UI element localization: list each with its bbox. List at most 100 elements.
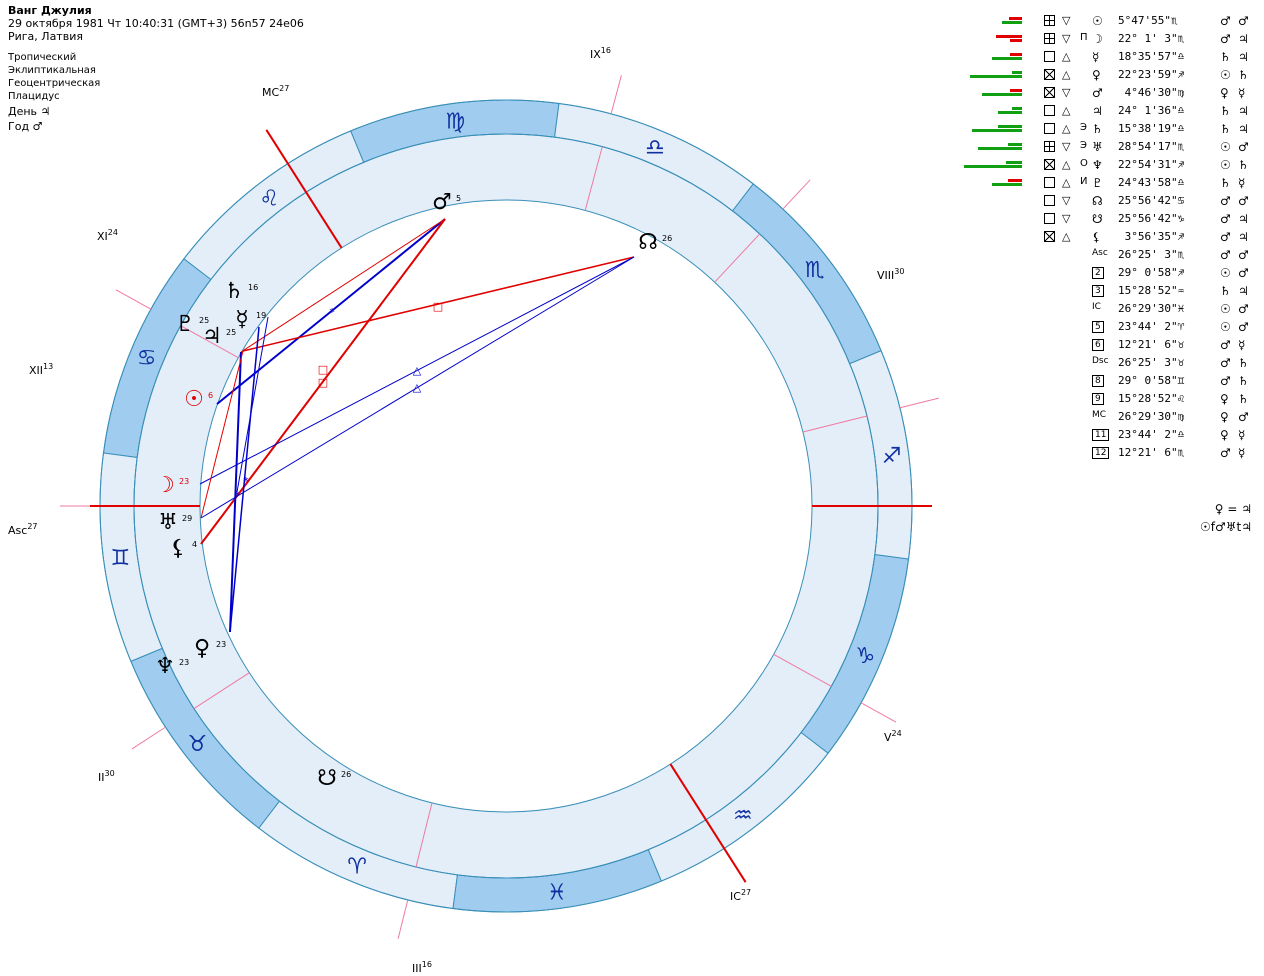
planet-glyph: ☊ [638,230,658,255]
strength-bar [1010,89,1022,92]
planet-row: ▽ ☉ 5°47'55"♏ ♂ ♂ [968,12,1258,30]
strength-bars [962,14,1022,28]
setting-center: Геоцентрическая [8,78,101,89]
ruler-2: ☿ [1238,86,1246,100]
cusp-row: 8 29° 0'58"♊ ♂ ♄ [968,372,1258,390]
element-triangle-icon: △ [1062,230,1071,243]
aspect-glyph: * [243,475,249,488]
sign-glyph: ♈ [347,854,367,879]
planet-degree: 25 [199,316,209,325]
dignity-mark: П [1080,32,1088,43]
element-triangle-icon: △ [1062,50,1071,63]
ruler-2: ♃ [1238,230,1249,244]
cusp-label: II30 [98,769,115,784]
strength-bar [978,147,1022,150]
aspect-glyph: □ [318,363,328,376]
cusp-degree: 13 [43,362,53,371]
element-triangle-icon: ▽ [1062,32,1071,45]
chart-info: Ванг Джулия 29 октября 1981 Чт 10:40:31 … [8,4,304,133]
dignity-mark: И [1080,176,1088,187]
planet-glyphs: ♂ 5☊ 26♄ 16♇ 25♃ 25☿ 19☉ 6☽ 23♅ 29⚸ 4♀ 23♆ 23☋ 26 [155,190,672,791]
ruler-1: ♄ [1220,284,1231,298]
planet-position: 22° 1' 3"♏ [1118,32,1185,45]
ruler-2: ♃ [1238,32,1249,46]
planet-position: 28°54'17"♏ [1118,140,1185,153]
strength-bar [1012,107,1022,110]
planet-row: △ ♀ 22°23'59"♐ ☉ ♄ [968,66,1258,84]
strength-bars [962,122,1022,136]
planet-degree: 23 [179,477,189,486]
cusp-name: 3 [1092,285,1104,297]
cusp-row: 3 15°28'52"♒ ♄ ♃ [968,282,1258,300]
house-line [415,802,433,868]
dignity-mark: О [1080,158,1088,169]
cusp-label: III16 [412,960,432,975]
sign-glyph: ♍ [445,109,465,134]
quadrant-box-icon [1044,123,1055,134]
sign-glyph: ♏ [805,258,825,283]
planet-glyph: ♇ [175,312,195,337]
strength-bars [962,140,1022,154]
dignity-mark: Э [1080,122,1087,133]
cusp-row: 9 15°28'52"♌ ♀ ♄ [968,390,1258,408]
positions-table: ▽ ☉ 5°47'55"♏ ♂ ♂ ▽ П ☽ 22° 1' 3"♏ ♂ ♃ △ ☿ 18°35'57"♎… [964,12,1258,462]
cusp-label: IC27 [730,888,751,903]
ruler-2: ♂ [1238,194,1249,208]
ruler-2: ♂ [1238,140,1249,154]
ruler-1: ♄ [1220,104,1231,118]
planet-position: 25°56'42"♋ [1118,194,1185,207]
chart-axes [90,129,932,883]
ruler-1: ☉ [1220,68,1231,82]
dignity-mark: Э [1080,140,1087,151]
sign-glyphs: ♍ ♌ ♋ ♊ ♉ ♈ ♓ ♒ ♑ ♐ ♏ ♎ [110,109,901,905]
strength-bar [1002,21,1022,24]
aspect-line [229,351,242,633]
ruler-1: ☉ [1220,158,1231,172]
cusp-row: 6 12°21' 6"♉ ♂ ☿ [968,336,1258,354]
cusp-row: 12 12°21' 6"♏ ♂ ☿ [968,444,1258,462]
note-reception: ☉f♂♅t♃ [1200,520,1252,534]
ruler-2: ♂ [1238,248,1249,262]
cusp-name: 6 [1092,339,1104,351]
cusp-name: 5 [1092,321,1104,333]
ruler-1: ☉ [1220,266,1231,280]
planet-symbol: ⚸ [1092,230,1101,244]
strength-bar [970,75,1022,78]
quadrant-box-icon [1044,105,1055,116]
sign-glyph: ♋ [137,346,157,371]
ruler-2: ☿ [1238,446,1246,460]
sign-glyph: ♌ [259,186,279,211]
planet-position: 22°23'59"♐ [1118,68,1185,81]
planet-degree: 16 [248,283,258,292]
planet-degree: 5 [456,194,461,203]
cusp-row: MC 26°29'30"♍ ♀ ♂ [968,408,1258,426]
ruler-2: ♂ [1238,302,1249,316]
ruler-1: ♂ [1220,230,1231,244]
planet-glyph: ♃ [202,324,222,349]
planet-symbol: ♄ [1092,122,1103,136]
quadrant-box-icon [1044,141,1055,152]
planet-symbol: ☿ [1092,50,1100,64]
cusp-name: 11 [1092,429,1110,441]
aspect-glyph: △ [413,381,422,394]
strength-bar [998,111,1022,114]
setting-coords: Эклиптикальная [8,65,96,76]
cusp-position: 26°25' 3"♉ [1118,356,1185,369]
ruler-2: ♄ [1238,356,1249,370]
cusp-label: XI24 [97,228,118,243]
ruler-1: ♂ [1220,32,1231,46]
ruler-2: ♃ [1238,284,1249,298]
planet-glyph: ☽ [155,473,175,498]
ruler-2: ♂ [1238,266,1249,280]
ruler-2: ♃ [1238,50,1249,64]
sign-glyph: ♐ [882,444,902,469]
ruler-2: ♂ [1238,14,1249,28]
planet-position: 24°43'58"♎ [1118,176,1185,189]
cusp-name: 12 [1092,447,1110,459]
strength-bar [1010,39,1022,42]
aspect-line [200,350,244,519]
ruler-2: ♃ [1238,212,1249,226]
planet-row: △ ☿ 18°35'57"♎ ♄ ♃ [968,48,1258,66]
cusp-row: 5 23°44' 2"♈ ☉ ♂ [968,318,1258,336]
ruler-1: ♄ [1220,176,1231,190]
